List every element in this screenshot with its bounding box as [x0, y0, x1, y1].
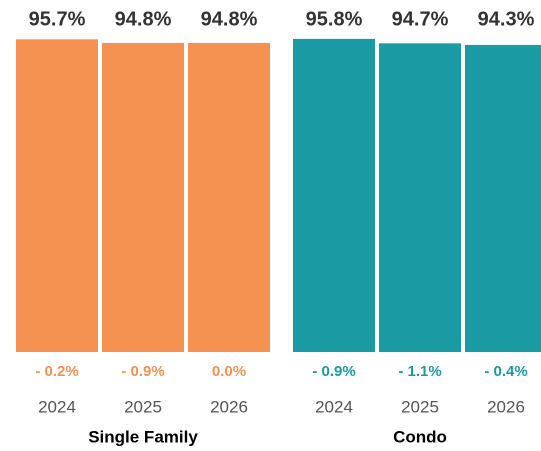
group-label: Single Family — [88, 427, 198, 446]
x-tick-label: 2026 — [210, 397, 248, 416]
change-label: - 1.1% — [398, 363, 441, 380]
change-label: 0.0% — [212, 363, 246, 380]
change-label: - 0.9% — [121, 363, 164, 380]
x-tick-label: 2026 — [487, 397, 525, 416]
bar — [102, 42, 184, 353]
bar — [465, 44, 541, 352]
x-tick-label: 2025 — [124, 397, 162, 416]
value-label: 94.3% — [478, 8, 535, 30]
value-label: 94.8% — [115, 8, 172, 30]
bar — [188, 42, 270, 353]
change-label: - 0.9% — [312, 363, 355, 380]
value-label: 95.7% — [29, 8, 86, 30]
bar — [379, 43, 461, 352]
x-tick-label: 2025 — [401, 397, 439, 416]
x-tick-label: 2024 — [315, 397, 353, 416]
bar — [293, 38, 375, 353]
change-label: - 0.4% — [484, 363, 527, 380]
x-tick-label: 2024 — [38, 397, 76, 416]
value-label: 95.8% — [306, 8, 363, 30]
value-label: 94.8% — [201, 8, 258, 30]
change-label: - 0.2% — [35, 363, 78, 380]
value-label: 94.7% — [392, 8, 449, 30]
group-label: Condo — [393, 427, 447, 446]
bar — [16, 39, 98, 353]
